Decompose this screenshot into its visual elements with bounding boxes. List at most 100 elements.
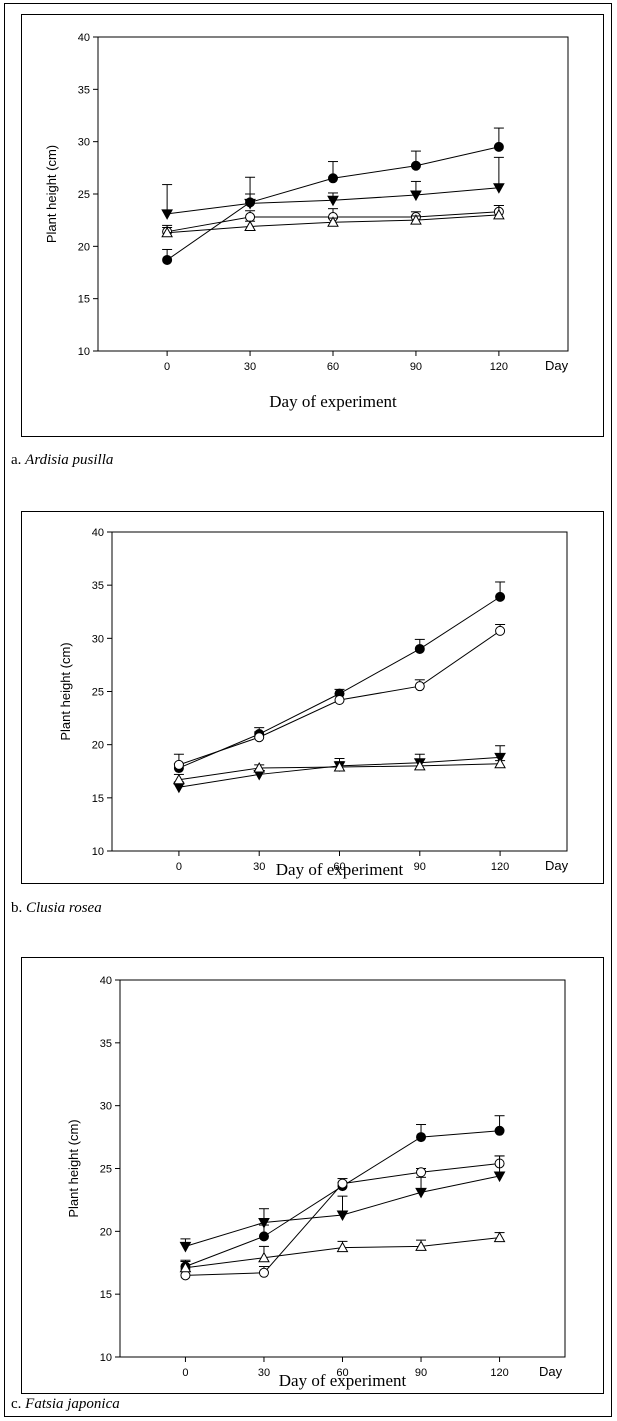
chart-b-series-0-point-4	[495, 591, 506, 602]
chart-panel-b: 10 15 20 25 30 35 40 0 30 60 90 120 Day Day of experi…	[21, 511, 604, 884]
chart-c-series-1-point-1	[258, 1267, 269, 1278]
chart-c-svg: 10 15 20 25 30 35 40 0 30 60 90 120 Day Day of experi…	[66, 975, 566, 1390]
chart-b-series-3-point-2	[333, 760, 346, 772]
chart-b-series-1-point-3	[414, 681, 425, 692]
chart-c-xtick-label-2: 60	[336, 1367, 348, 1379]
chart-c-x-unit-label: Day	[539, 1364, 563, 1379]
chart-c-series-0-point-1	[258, 1231, 269, 1242]
chart-b-ytick-label-1: 15	[92, 793, 104, 805]
chart-a-ytick-label-1: 15	[78, 294, 90, 306]
chart-a-ytick-label-0: 10	[78, 346, 90, 358]
chart-c-xtick-label-4: 120	[490, 1367, 508, 1379]
chart-b-ytick-label-4: 30	[92, 633, 104, 645]
chart-b-series-3-point-4	[494, 757, 506, 769]
chart-a-series-1-point-2	[327, 195, 339, 207]
chart-c-ytick-label-2: 20	[100, 1226, 112, 1238]
chart-c-ytick-label-4: 30	[100, 1101, 112, 1113]
chart-c-series-3-point-4	[493, 1231, 506, 1243]
chart-a-ytick-label-4: 30	[78, 137, 90, 149]
chart-b-xtick-label-0: 0	[176, 861, 182, 873]
chart-a-series-0-point-0	[162, 254, 173, 265]
chart-b-xtick-label-1: 30	[253, 861, 265, 873]
chart-a-ytick-label-2: 20	[78, 241, 90, 253]
chart-b-series-1-point-2	[334, 695, 345, 706]
chart-c-xtick-label-0: 0	[182, 1367, 188, 1379]
chart-a-series-3-point-1	[244, 220, 256, 231]
chart-c-ytick-label-3: 25	[100, 1164, 112, 1176]
chart-c-series-3-point-0	[179, 1261, 192, 1273]
chart-b-series-0-point-3	[414, 643, 425, 654]
chart-a-series-3-point-2	[327, 216, 339, 227]
chart-c-series-3-point-1	[258, 1251, 270, 1263]
chart-a-series-1-point-3	[410, 190, 422, 202]
chart-c-ytick-label-1: 15	[100, 1289, 112, 1301]
chart-b-series-3-point-1	[253, 762, 266, 773]
chart-a-series-0-point-3	[410, 160, 421, 171]
chart-c-series-1-point-3	[416, 1167, 427, 1178]
caption-a: a. Ardisia pusilla	[11, 452, 113, 469]
chart-a-series-1-point-1	[244, 198, 256, 210]
chart-c-series-2-point-3	[415, 1187, 427, 1199]
chart-c-xtick-label-3: 90	[415, 1367, 427, 1379]
chart-a-xtick-label-0: 0	[164, 361, 170, 373]
chart-b-xtick-label-4: 120	[491, 861, 509, 873]
chart-b-xtick-label-2: 60	[333, 861, 345, 873]
caption-a-prefix: a.	[11, 452, 22, 468]
caption-a-species: Ardisia pusilla	[25, 452, 114, 468]
chart-a-xtick-label-2: 60	[327, 361, 339, 373]
chart-a-ytick-label-3: 25	[78, 189, 90, 201]
chart-b-series-0-line	[178, 596, 501, 769]
chart-b-ytick-label-2: 20	[92, 740, 104, 752]
chart-a-series-3-point-0	[161, 226, 173, 238]
chart-c-x-axis-label: Day of experiment	[279, 1371, 407, 1390]
chart-b-series-1-point-4	[495, 625, 506, 636]
caption-b-species: Clusia rosea	[26, 900, 102, 916]
chart-a-xtick-label-4: 120	[490, 361, 508, 373]
chart-a-series-2-point-1	[245, 212, 256, 223]
chart-b-x-unit-label: Day	[545, 858, 569, 873]
chart-a-svg: 10 15 20 25 30 35 40 0 30 60 90 120 Day Day of experi…	[44, 32, 569, 411]
caption-c-species: Fatsia japonica	[25, 1396, 120, 1412]
caption-b-prefix: b.	[11, 900, 23, 916]
chart-b-ytick-label-5: 35	[92, 580, 104, 592]
caption-c-prefix: c.	[11, 1396, 22, 1412]
chart-c-series-2-point-2	[336, 1210, 349, 1222]
chart-a-xtick-label-3: 90	[410, 361, 422, 373]
chart-c-series-0-point-3	[416, 1132, 427, 1143]
caption-b: b. Clusia rosea	[11, 900, 102, 917]
chart-b-ytick-label-6: 40	[92, 527, 104, 539]
chart-c-series-0-point-4	[494, 1125, 505, 1136]
chart-a-series-1-point-4	[493, 183, 505, 194]
chart-b-ytick-label-3: 25	[92, 687, 104, 699]
chart-c-series-2-point-1	[258, 1218, 270, 1229]
chart-c-plot-frame	[119, 979, 566, 1358]
chart-panel-a: 10 15 20 25 30 35 40 0 30 60 90 120 Day Day of experi…	[21, 14, 604, 437]
chart-a-y-axis-label: Plant height (cm)	[44, 145, 59, 243]
chart-b-series-2-point-0	[173, 782, 185, 794]
figure-frame: 10 15 20 25 30 35 40 0 30 60 90 120 Day Day of experi…	[4, 3, 612, 1417]
chart-c-xtick-label-1: 30	[258, 1367, 270, 1379]
chart-b-x-axis-label: Day of experiment	[276, 860, 404, 879]
chart-a-series-3-point-3	[410, 214, 422, 225]
chart-a-x-unit-label: Day	[545, 358, 569, 373]
chart-c-series-2-point-0	[179, 1241, 192, 1253]
chart-a-ytick-label-5: 35	[78, 84, 90, 96]
chart-b-series-3-point-3	[413, 759, 426, 771]
chart-c-series-1-point-2	[337, 1178, 348, 1189]
chart-c-ytick-label-6: 40	[100, 975, 112, 987]
chart-a-series-0-point-4	[493, 141, 504, 152]
chart-a-series-1-point-0	[161, 209, 173, 220]
chart-b-series-1-point-1	[254, 732, 265, 743]
chart-b-ytick-label-0: 10	[92, 846, 104, 858]
chart-c-series-3-point-2	[336, 1241, 349, 1253]
chart-a-series-0-point-2	[328, 173, 338, 184]
chart-b-series-1-point-0	[173, 759, 184, 770]
chart-b-xtick-label-3: 90	[414, 861, 426, 873]
chart-b-y-axis-label: Plant height (cm)	[58, 642, 73, 740]
caption-c: c. Fatsia japonica	[11, 1396, 120, 1413]
chart-a-ytick-label-6: 40	[78, 32, 90, 44]
chart-c-ytick-label-5: 35	[100, 1038, 112, 1050]
chart-b-svg: 10 15 20 25 30 35 40 0 30 60 90 120 Day Day of experi…	[58, 527, 569, 879]
chart-c-series-3-point-3	[415, 1240, 427, 1251]
chart-c-ytick-label-0: 10	[100, 1352, 112, 1364]
